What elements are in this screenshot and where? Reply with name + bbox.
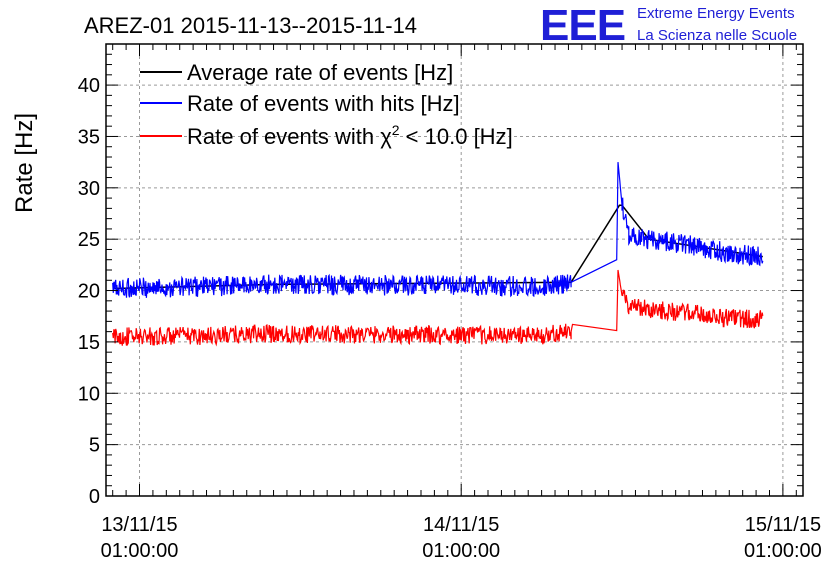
series-line-2 bbox=[112, 269, 764, 347]
series-layer bbox=[112, 162, 764, 347]
legend-entry-chi2: Rate of events with χ2 < 10.0 [Hz] bbox=[140, 122, 513, 149]
y-tick-label-35: 35 bbox=[78, 126, 100, 148]
eee-logo: EEE Extreme Energy Events La Scienza nel… bbox=[540, 1, 797, 50]
legend-entry-hits: Rate of events with hits [Hz] bbox=[140, 91, 460, 116]
y-tick-label-15: 15 bbox=[78, 332, 100, 354]
y-tick-label-30: 30 bbox=[78, 178, 100, 200]
x-tick-time-0: 01:00:00 bbox=[101, 540, 179, 562]
x-tick-date-0: 13/11/15 bbox=[101, 514, 177, 536]
legend-entry-average: Average rate of events [Hz] bbox=[140, 60, 453, 85]
legend-label-average: Average rate of events [Hz] bbox=[187, 60, 453, 85]
chart-title: AREZ-01 2015-11-13--2015-11-14 bbox=[84, 13, 417, 38]
y-tick-label-40: 40 bbox=[78, 75, 100, 97]
logo-line2: La Scienza nelle Scuole bbox=[637, 27, 797, 44]
tick-labels: 0 5 10 15 20 25 30 35 40 13/11/15 01:00:00 14/11/15… bbox=[78, 75, 822, 562]
y-tick-label-5: 5 bbox=[89, 435, 100, 457]
x-tick-date-1: 14/11/15 bbox=[423, 514, 499, 536]
y-tick-label-25: 25 bbox=[78, 229, 100, 251]
legend-label-hits: Rate of events with hits [Hz] bbox=[187, 91, 460, 116]
y-tick-label-0: 0 bbox=[89, 486, 100, 508]
x-tick-time-1: 01:00:00 bbox=[422, 540, 500, 562]
legend: Average rate of events [Hz] Rate of even… bbox=[140, 60, 513, 149]
series-line-1 bbox=[112, 162, 764, 298]
x-tick-time-2: 01:00:00 bbox=[744, 540, 822, 562]
legend-label-chi2: Rate of events with χ2 < 10.0 [Hz] bbox=[187, 122, 513, 149]
y-axis-title: Rate [Hz] bbox=[11, 113, 38, 213]
logo-line1: Extreme Energy Events bbox=[637, 5, 795, 22]
y-tick-label-20: 20 bbox=[78, 281, 100, 303]
y-tick-label-10: 10 bbox=[78, 383, 100, 405]
x-tick-date-2: 15/11/15 bbox=[745, 514, 821, 536]
logo-mark: EEE bbox=[540, 1, 625, 50]
axes bbox=[105, 43, 804, 497]
